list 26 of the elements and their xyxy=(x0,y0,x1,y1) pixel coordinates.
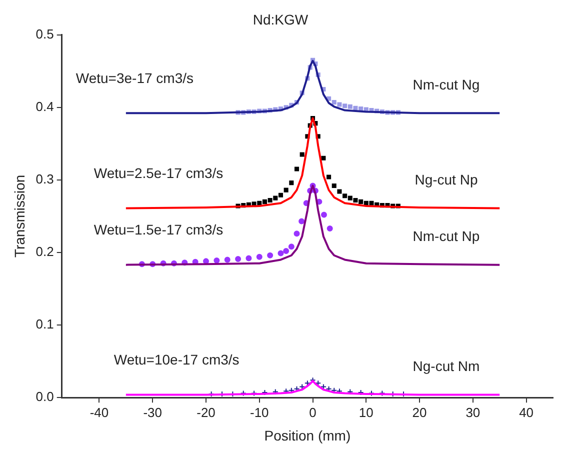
series-label: Nm-cut Ng xyxy=(412,76,480,92)
x-tick-label: 0 xyxy=(309,404,316,420)
chart-title: Nd:KGW xyxy=(252,11,309,28)
y-tick-label: 0.2 xyxy=(36,244,54,260)
annotation: Wetu=2.5e-17 cm3/s xyxy=(94,164,224,181)
series-label: Nm-cut Np xyxy=(412,228,480,244)
x-axis-title: Position (mm) xyxy=(264,427,351,444)
series-label: Ng-cut Nm xyxy=(412,358,480,374)
annotation: Wetu=3e-17 cm3/s xyxy=(76,70,194,86)
y-axis-title: Transmission xyxy=(11,174,28,258)
x-tick-label: -30 xyxy=(143,404,162,420)
y-tick-label: 0.4 xyxy=(36,98,54,114)
x-tick-label: -20 xyxy=(196,404,216,420)
x-tick-label: 40 xyxy=(519,404,534,420)
y-tick-label: 0.1 xyxy=(36,316,54,332)
annotation: Wetu=10e-17 cm3/s xyxy=(114,351,240,368)
y-tick-label: 0.5 xyxy=(36,26,54,42)
annotation: Wetu=1.5e-17 cm3/s xyxy=(94,222,224,238)
x-tick-label: -40 xyxy=(90,404,109,420)
x-tick-label: 20 xyxy=(412,404,427,420)
x-tick-label: -10 xyxy=(250,404,269,420)
y-tick-label: 0.3 xyxy=(36,172,54,186)
x-tick-label: 10 xyxy=(358,404,374,420)
x-tick-label: 30 xyxy=(466,404,480,420)
y-tick-label: 0.0 xyxy=(36,389,54,404)
series-label: Ng-cut Np xyxy=(414,172,478,188)
